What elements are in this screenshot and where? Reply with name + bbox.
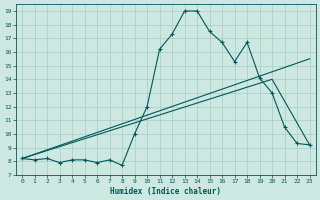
X-axis label: Humidex (Indice chaleur): Humidex (Indice chaleur) [110,187,221,196]
